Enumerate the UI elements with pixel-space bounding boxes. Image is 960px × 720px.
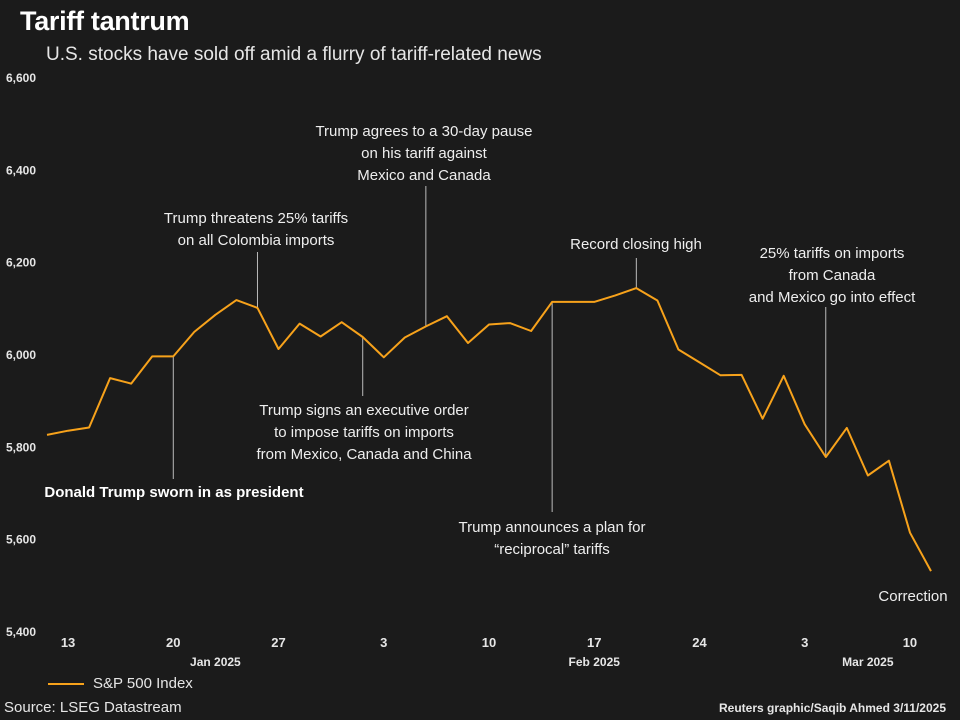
annotation-label: Trump agrees to a 30-day pause [315,123,532,140]
annotation-label: Donald Trump sworn in as president [44,484,303,501]
source-note: Source: LSEG Datastream [4,699,182,716]
y-tick-label: 5,800 [6,440,36,454]
y-tick-label: 5,400 [6,625,36,639]
y-tick-label: 6,400 [6,163,36,177]
annotation-label: from Canada [789,267,876,284]
x-tick-label: 17 [587,635,601,650]
x-month-label: Jan 2025 [190,655,241,669]
annotation-label: and Mexico go into effect [749,289,916,306]
annotation-label: from Mexico, Canada and China [256,446,472,463]
x-tick-label: 27 [271,635,285,650]
y-tick-label: 5,600 [6,533,36,547]
legend-line-swatch [48,682,84,685]
annotation-label: Trump announces a plan for [458,519,645,536]
x-month-label: Mar 2025 [842,655,894,669]
sp500-series-line [46,287,932,572]
annotation-label: Trump threatens 25% tariffs [164,210,348,227]
annotation-label: to impose tariffs on imports [274,424,454,441]
graphic-credit: Reuters graphic/Saqib Ahmed 3/11/2025 [719,701,946,715]
x-tick-label: 20 [166,635,180,650]
x-tick-label: 10 [903,635,917,650]
annotation-label: Trump signs an executive order [259,402,469,419]
annotation-label: Record closing high [570,236,702,253]
y-tick-label: 6,000 [6,348,36,362]
chart-subtitle: U.S. stocks have sold off amid a flurry … [46,44,542,65]
annotation-label: on all Colombia imports [178,232,335,249]
y-tick-label: 6,200 [6,256,36,270]
x-tick-label: 13 [61,635,75,650]
annotation-label: Mexico and Canada [357,167,491,184]
annotation-label: 25% tariffs on imports [760,245,905,262]
x-tick-label: 24 [692,635,707,650]
x-tick-label: 3 [801,635,808,650]
annotation-label: on his tariff against [361,145,487,162]
y-tick-label: 6,600 [6,71,36,85]
legend: S&P 500 Index [48,675,193,692]
chart-title: Tariff tantrum [20,6,190,36]
x-tick-label: 3 [380,635,387,650]
legend-label: S&P 500 Index [93,675,193,692]
x-tick-label: 10 [482,635,496,650]
annotation-label: Correction [878,588,947,605]
annotation-label: “reciprocal” tariffs [494,541,610,558]
x-month-label: Feb 2025 [569,655,621,669]
